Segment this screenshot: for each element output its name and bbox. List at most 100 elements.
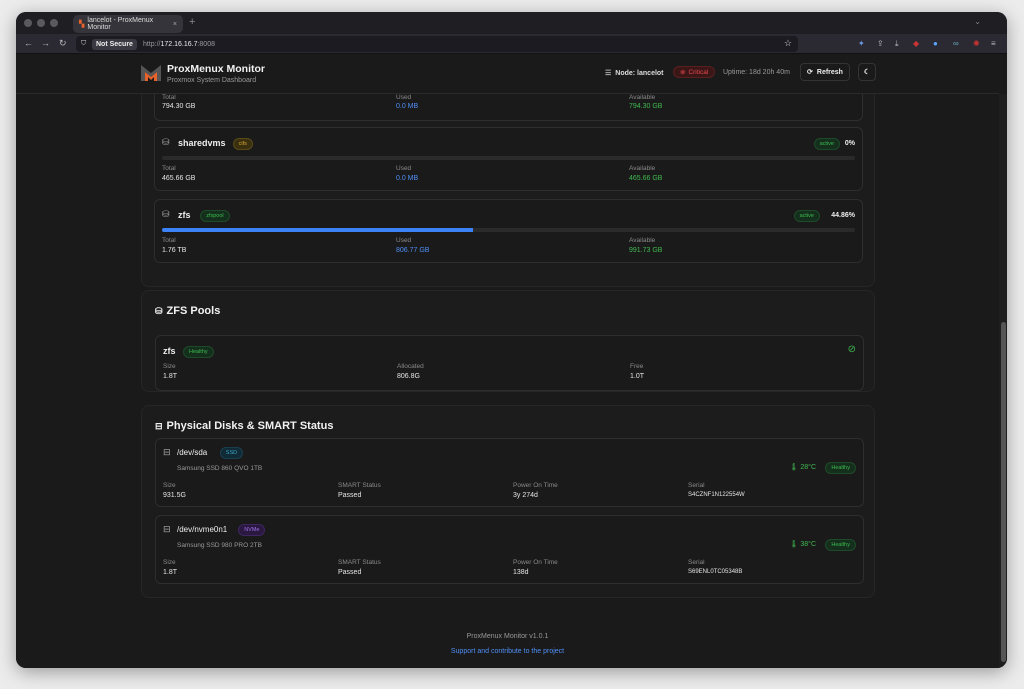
disk-type-badge: SSD bbox=[219, 447, 244, 459]
total-value: 794.30 GB bbox=[162, 103, 196, 110]
pot-value: 3y 274d bbox=[513, 492, 538, 499]
zfs-pool-card[interactable]: zfs Healthy ⊘ Size 1.8T Allocated 806.8G… bbox=[155, 335, 864, 391]
disk-card[interactable]: ⊟ /dev/nvme0n1 NVMe Samsung SSD 980 PRO … bbox=[155, 515, 864, 584]
shield-icon: ⛉ bbox=[81, 40, 87, 47]
menu-icon[interactable]: ≡ bbox=[991, 39, 996, 48]
free-label: Free bbox=[630, 363, 644, 370]
zfs-title: ZFS Pools bbox=[166, 305, 221, 317]
used-label: Used bbox=[396, 165, 412, 172]
proxmenux-logo-icon bbox=[141, 65, 161, 81]
serial-label: Serial bbox=[688, 559, 705, 566]
used-label: Used bbox=[396, 94, 412, 101]
smart-value: Passed bbox=[338, 492, 362, 499]
storage-card[interactable]: ⛁ zfs zfspool active 44.86% Total 1.76 T… bbox=[154, 199, 863, 263]
disk-temperature: 🌡︎ 28°C bbox=[790, 463, 816, 471]
physical-disks-section: ⊟ Physical Disks & SMART Status ⊟ /dev/sd… bbox=[141, 405, 875, 598]
browser-tab[interactable]: ▚ lancelot - ProxMenux Monitor × bbox=[73, 15, 183, 33]
disk-device: /dev/sda bbox=[177, 448, 208, 457]
x-circle-icon: ⊗ bbox=[680, 69, 686, 76]
support-link[interactable]: Support and contribute to the project bbox=[450, 648, 565, 655]
pot-value: 138d bbox=[513, 569, 529, 576]
pot-label: Power On Time bbox=[513, 482, 558, 489]
url-host: 172.16.16.7 bbox=[160, 40, 198, 48]
available-value: 794.30 GB bbox=[629, 103, 663, 110]
usage-bar bbox=[162, 228, 855, 232]
bookmark-star-icon[interactable]: ☆ bbox=[783, 38, 792, 48]
serial-label: Serial bbox=[688, 482, 705, 489]
section-title: ⊟ Physical Disks & SMART Status bbox=[155, 420, 333, 432]
database-icon: ⛁ bbox=[162, 209, 170, 219]
favicon-icon: ▚ bbox=[79, 21, 85, 28]
scrollbar-thumb[interactable] bbox=[1001, 322, 1006, 662]
smart-value: Passed bbox=[338, 569, 362, 576]
download-icon[interactable]: ⤓ bbox=[895, 39, 899, 48]
address-bar: ← → ↻ ⛉ Not Secure http://172.16.16.7:80… bbox=[16, 34, 1007, 54]
hard-drive-icon: ⊟ bbox=[155, 421, 163, 431]
total-label: Total bbox=[162, 165, 176, 172]
storage-type-badge: zfspool bbox=[200, 210, 230, 222]
scrollbar[interactable] bbox=[999, 94, 1007, 668]
total-label: Total bbox=[162, 237, 176, 244]
database-icon: ⛁ bbox=[162, 137, 170, 147]
disk-model: Samsung SSD 860 QVO 1TB bbox=[177, 465, 263, 472]
size-value: 931.5G bbox=[163, 492, 186, 499]
disk-type-badge: NVMe bbox=[238, 524, 266, 536]
not-secure-badge[interactable]: Not Secure bbox=[92, 38, 137, 50]
back-icon[interactable]: ← bbox=[24, 38, 33, 48]
tab-bar: ▚ lancelot - ProxMenux Monitor × + ⌄ bbox=[16, 12, 1007, 34]
node-label: ☰ Node: lancelot bbox=[605, 69, 664, 77]
available-value: 991.73 GB bbox=[629, 247, 663, 254]
reload-icon[interactable]: ↻ bbox=[59, 38, 67, 48]
size-label: Size bbox=[163, 559, 176, 566]
refresh-button[interactable]: ⟳ Refresh bbox=[800, 63, 850, 81]
app-subtitle: Proxmox System Dashboard bbox=[167, 77, 257, 84]
thermometer-icon: 🌡︎ bbox=[789, 464, 799, 471]
ublock-icon[interactable]: ◆ bbox=[913, 39, 920, 48]
window-controls[interactable] bbox=[24, 19, 58, 27]
serial-value: S69ENL0TC05348B bbox=[688, 569, 743, 575]
glasses-icon[interactable]: ∞ bbox=[953, 39, 959, 48]
tab-list-icon[interactable]: ⌄ bbox=[974, 17, 981, 26]
forward-icon[interactable]: → bbox=[41, 38, 50, 48]
url-input[interactable]: ⛉ Not Secure http://172.16.16.7:8008 ☆ bbox=[76, 36, 798, 52]
available-value: 465.66 GB bbox=[629, 175, 663, 182]
extension-icon[interactable]: ✦ bbox=[858, 39, 865, 48]
disk-device: /dev/nvme0n1 bbox=[177, 525, 228, 534]
disk-health-badge: Healthy bbox=[825, 539, 856, 551]
available-label: Available bbox=[629, 94, 656, 101]
storage-name: sharedvms bbox=[178, 138, 226, 148]
disk-card[interactable]: ⊟ /dev/sda SSD Samsung SSD 860 QVO 1TB 🌡… bbox=[155, 438, 864, 507]
extension-red-icon[interactable]: ✺ bbox=[973, 39, 980, 48]
allocated-value: 806.8G bbox=[397, 373, 420, 380]
pot-label: Power On Time bbox=[513, 559, 558, 566]
smart-label: SMART Status bbox=[338, 559, 381, 566]
storage-card[interactable]: ⛁ sharedvms cifs active 0% Total 465.66 … bbox=[154, 127, 863, 191]
hard-drive-icon: ⊟ bbox=[163, 524, 171, 534]
server-icon: ☰ bbox=[605, 70, 612, 77]
storage-card-partial: Total 794.30 GB Used 0.0 MB Available 79… bbox=[154, 94, 863, 121]
storage-name: zfs bbox=[178, 210, 191, 220]
new-tab-icon[interactable]: + bbox=[189, 16, 196, 28]
status-badge: ⊗ Critical bbox=[673, 66, 716, 78]
refresh-icon: ⟳ bbox=[807, 69, 813, 76]
disk-health-badge: Healthy bbox=[825, 462, 856, 474]
usage-percent: 0% bbox=[844, 140, 855, 147]
used-label: Used bbox=[396, 237, 412, 244]
size-label: Size bbox=[163, 363, 176, 370]
usage-bar bbox=[162, 156, 855, 160]
theme-toggle-button[interactable]: ☾ bbox=[858, 63, 876, 81]
share-icon[interactable]: ⇪ bbox=[877, 39, 884, 48]
app-header: ProxMenux Monitor Proxmox System Dashboa… bbox=[16, 54, 999, 94]
available-label: Available bbox=[629, 237, 656, 244]
hard-drive-icon: ⊟ bbox=[163, 447, 171, 457]
disk-temperature: 🌡︎ 38°C bbox=[790, 540, 816, 548]
moon-icon: ☾ bbox=[863, 69, 871, 76]
pool-name: zfs bbox=[163, 346, 176, 356]
disk-model: Samsung SSD 980 PRO 2TB bbox=[177, 542, 262, 549]
size-label: Size bbox=[163, 482, 176, 489]
bitwarden-icon[interactable]: ● bbox=[933, 39, 938, 48]
used-value: 0.0 MB bbox=[396, 175, 419, 182]
database-icon: ⛁ bbox=[155, 306, 163, 316]
close-tab-icon[interactable]: × bbox=[172, 20, 177, 28]
usage-percent: 44.86% bbox=[831, 212, 855, 219]
